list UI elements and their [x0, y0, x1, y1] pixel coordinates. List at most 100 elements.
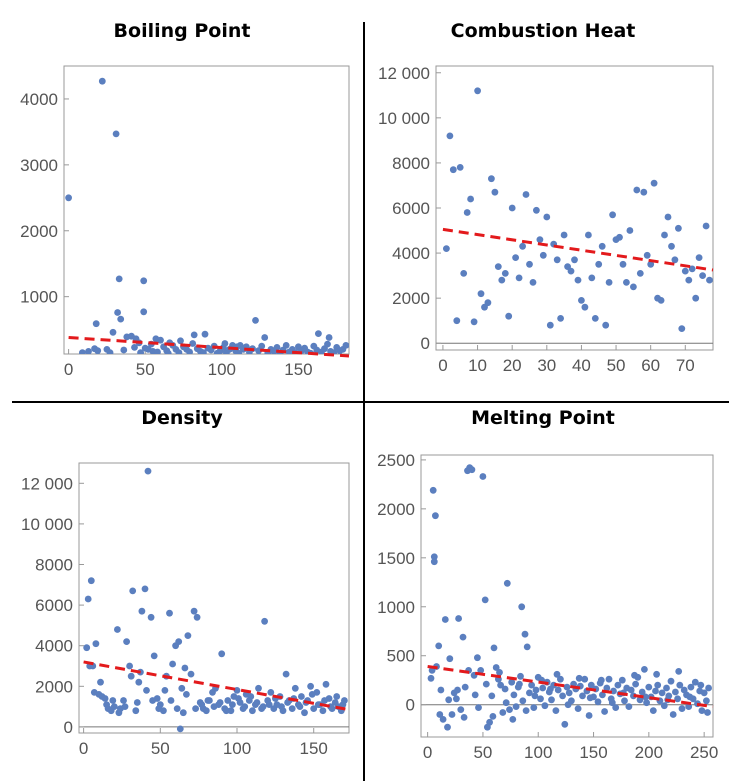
y-tick-label: 10 000 — [21, 515, 73, 534]
data-point — [85, 348, 92, 354]
data-point — [526, 689, 533, 697]
y-tick-label: 4000 — [392, 244, 430, 263]
data-point — [698, 707, 706, 714]
data-point — [636, 270, 644, 277]
data-point — [653, 670, 660, 678]
data-point — [503, 579, 511, 587]
data-point — [703, 697, 710, 705]
data-point — [579, 692, 586, 700]
data-point — [307, 682, 314, 690]
data-point — [315, 330, 322, 337]
data-point — [103, 701, 110, 708]
plot-frame — [435, 65, 714, 351]
y-tick-label: 2500 — [377, 451, 415, 470]
data-point — [152, 335, 160, 343]
data-point — [120, 697, 127, 704]
data-point — [571, 256, 578, 264]
data-point — [537, 695, 544, 703]
data-point — [135, 678, 143, 686]
data-point — [477, 290, 485, 298]
data-point — [687, 683, 695, 691]
x-tick-label: 150 — [579, 743, 607, 762]
data-point — [436, 711, 444, 718]
data-point — [508, 204, 516, 212]
x-tick-label: 0 — [64, 360, 73, 379]
data-point — [186, 348, 193, 354]
plot-frame — [63, 65, 350, 355]
data-point — [288, 705, 296, 712]
data-point — [574, 276, 582, 284]
data-point — [138, 607, 146, 615]
data-point — [253, 699, 261, 706]
data-point — [439, 716, 447, 723]
data-point — [608, 699, 616, 707]
data-point — [132, 707, 140, 715]
data-point — [675, 224, 682, 232]
data-point — [161, 687, 169, 694]
data-point — [233, 687, 241, 694]
data-point — [643, 251, 651, 259]
data-point — [515, 274, 523, 282]
data-point — [448, 711, 456, 718]
data-point — [109, 328, 117, 336]
data-point — [497, 681, 504, 689]
data-point — [470, 318, 478, 326]
data-point — [474, 87, 481, 95]
data-point — [652, 687, 659, 695]
data-point — [603, 684, 611, 692]
data-point — [221, 340, 229, 347]
data-point — [510, 691, 518, 699]
data-point — [339, 701, 347, 708]
data-point — [444, 723, 451, 731]
data-point — [457, 706, 465, 713]
x-tick-label: 100 — [524, 743, 552, 762]
data-point — [455, 615, 462, 622]
data-point — [559, 692, 566, 700]
data-point — [692, 294, 700, 302]
data-point — [517, 672, 524, 680]
data-point — [531, 692, 539, 700]
data-point — [101, 695, 109, 702]
data-point — [314, 701, 322, 708]
data-point — [187, 670, 195, 678]
data-point — [147, 613, 155, 621]
y-tick-label: 1000 — [20, 288, 58, 307]
data-point — [453, 317, 461, 325]
data-point — [166, 609, 173, 617]
data-point — [83, 644, 91, 652]
data-point — [133, 699, 141, 706]
data-point — [618, 676, 626, 684]
data-point — [633, 186, 641, 194]
data-point — [259, 703, 267, 710]
data-point — [676, 681, 684, 689]
data-point — [175, 638, 183, 645]
data-point — [599, 691, 606, 699]
data-point — [482, 680, 490, 688]
data-point — [261, 334, 269, 341]
data-point — [614, 681, 622, 689]
x-tick-label: 50 — [607, 356, 626, 375]
data-point — [661, 231, 668, 239]
data-point — [685, 276, 693, 284]
data-point — [90, 689, 98, 696]
data-point — [456, 164, 464, 171]
x-tick-label: 10 — [468, 356, 487, 375]
data-point — [702, 222, 710, 230]
data-point — [267, 689, 275, 696]
data-point — [512, 254, 519, 261]
data-point — [561, 720, 569, 728]
data-point — [602, 321, 610, 329]
data-point — [700, 689, 708, 697]
data-point — [192, 705, 200, 712]
data-point — [488, 175, 495, 183]
data-point — [435, 642, 443, 650]
data-point — [127, 672, 135, 680]
data-point — [189, 340, 197, 347]
data-point — [459, 633, 467, 641]
data-point — [663, 684, 670, 692]
data-point — [657, 297, 665, 304]
data-point — [640, 188, 648, 196]
x-tick-label: 60 — [641, 356, 660, 375]
chart-title: Density — [141, 407, 223, 429]
